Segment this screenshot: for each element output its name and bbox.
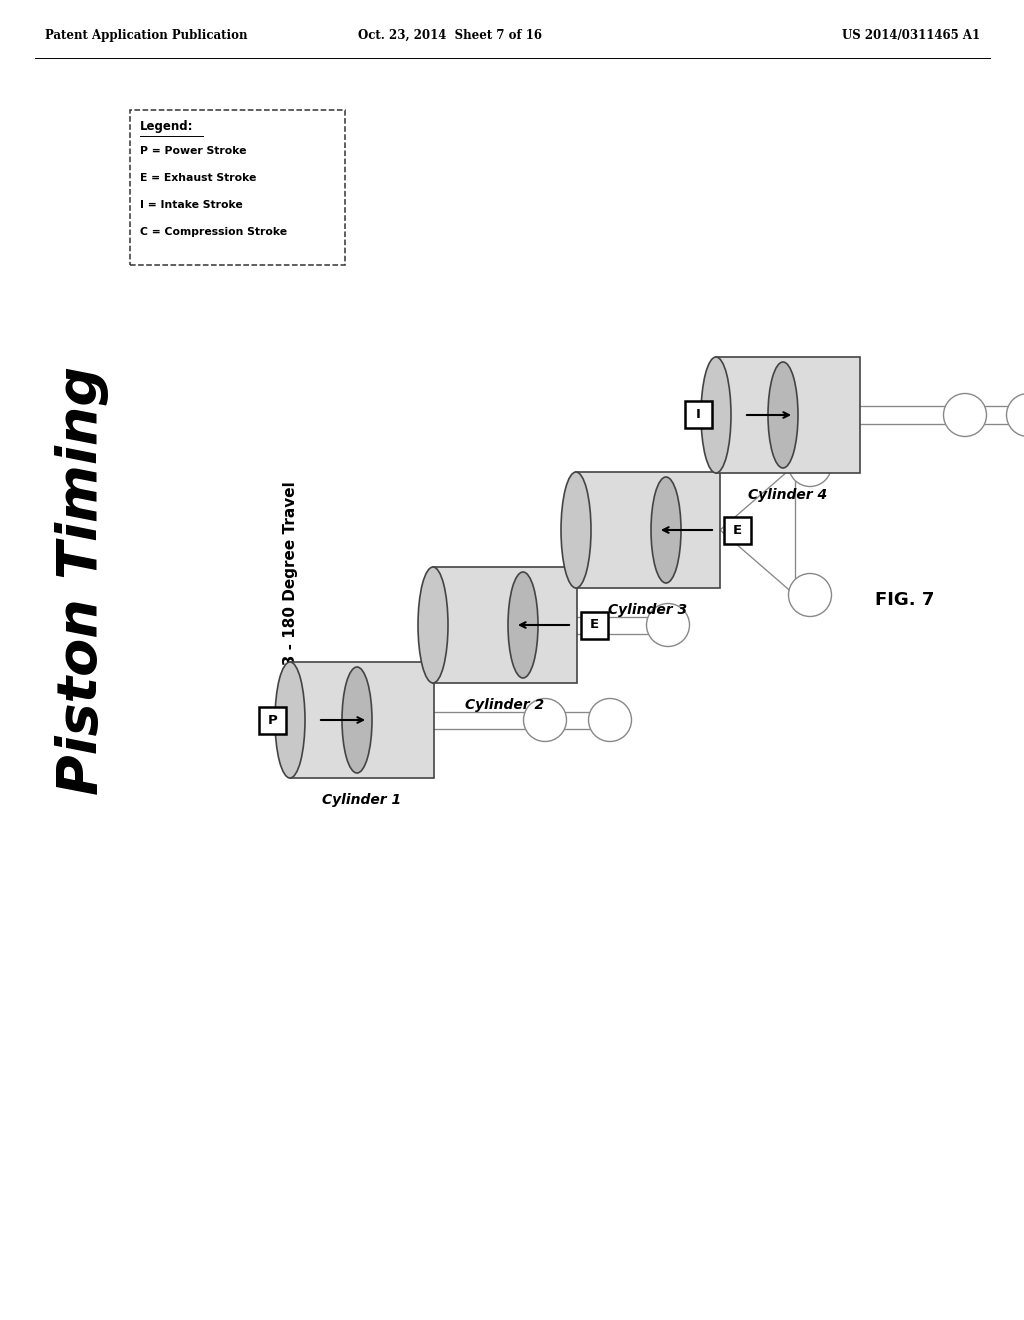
Text: US 2014/0311465 A1: US 2014/0311465 A1 <box>842 29 980 41</box>
Text: FIG. 7: FIG. 7 <box>874 591 934 609</box>
Text: Cylinder 4: Cylinder 4 <box>749 488 827 502</box>
Ellipse shape <box>275 663 305 777</box>
Ellipse shape <box>561 473 591 587</box>
Circle shape <box>1007 393 1024 437</box>
Text: Piston Timing: Piston Timing <box>55 366 109 795</box>
Bar <box>724 516 751 544</box>
Text: C = Compression Stroke: C = Compression Stroke <box>140 227 287 238</box>
Bar <box>130 110 345 265</box>
Bar <box>685 401 712 429</box>
Bar <box>259 706 286 734</box>
Ellipse shape <box>651 477 681 583</box>
Text: Cylinder 3: Cylinder 3 <box>608 603 687 616</box>
Text: Cylinder 2: Cylinder 2 <box>466 698 545 711</box>
Bar <box>577 473 720 587</box>
Circle shape <box>589 698 632 742</box>
Text: #3 - 180 Degree Travel: #3 - 180 Degree Travel <box>283 482 298 678</box>
Ellipse shape <box>701 356 731 473</box>
Ellipse shape <box>768 362 798 469</box>
Circle shape <box>788 573 831 616</box>
Circle shape <box>943 393 986 437</box>
Text: E = Exhaust Stroke: E = Exhaust Stroke <box>140 173 256 183</box>
Ellipse shape <box>418 568 449 682</box>
Text: I: I <box>696 408 701 421</box>
Ellipse shape <box>342 667 372 774</box>
Circle shape <box>788 444 831 487</box>
Text: Patent Application Publication: Patent Application Publication <box>45 29 248 41</box>
Text: E: E <box>733 524 742 536</box>
Bar <box>581 611 608 639</box>
Text: E: E <box>590 619 599 631</box>
Ellipse shape <box>508 572 538 678</box>
Bar <box>433 568 577 682</box>
Text: Legend:: Legend: <box>140 120 194 133</box>
Text: I = Intake Stroke: I = Intake Stroke <box>140 201 243 210</box>
Text: P: P <box>267 714 278 726</box>
Circle shape <box>646 603 689 647</box>
Bar <box>716 356 860 473</box>
Circle shape <box>523 698 566 742</box>
Text: Oct. 23, 2014  Sheet 7 of 16: Oct. 23, 2014 Sheet 7 of 16 <box>358 29 542 41</box>
Text: Cylinder 1: Cylinder 1 <box>323 793 401 807</box>
Bar <box>290 663 434 777</box>
Text: P = Power Stroke: P = Power Stroke <box>140 147 247 156</box>
